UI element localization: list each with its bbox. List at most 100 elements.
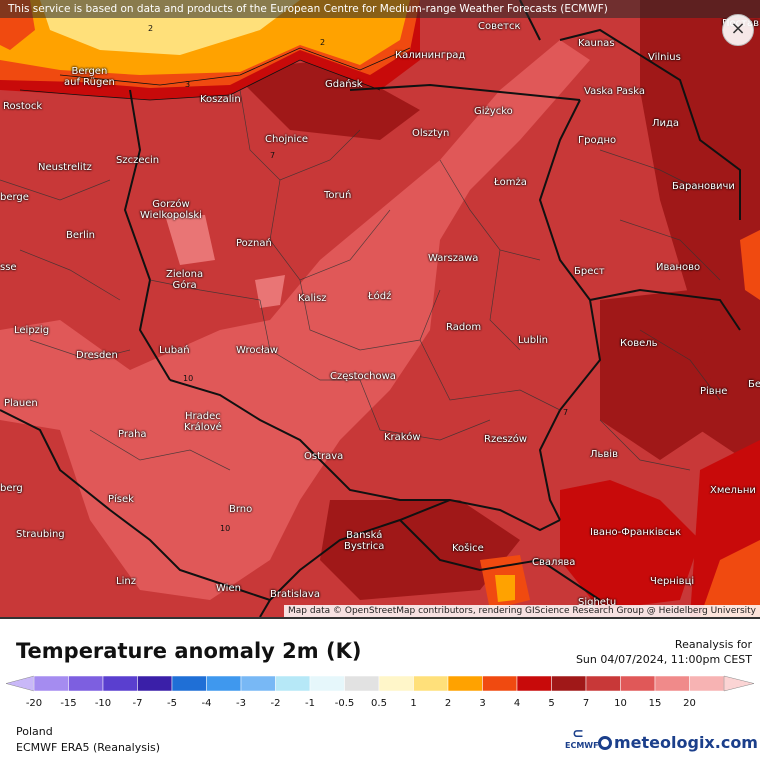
city-label-linz: Linz: [116, 576, 136, 587]
city-label-svalyava: Свалява: [532, 557, 576, 568]
scale-tick-label: -3: [236, 698, 246, 709]
scale-tick-label: -1: [305, 698, 315, 709]
city-label-rostock: Rostock: [3, 101, 43, 112]
city-label-esse: sse: [0, 262, 17, 273]
map-attribution[interactable]: Map data © OpenStreetMap contributors, r…: [284, 605, 760, 617]
city-label-bel: Бел: [748, 379, 760, 390]
city-label-luban: Lubań: [159, 345, 190, 356]
anomaly-band-10-15: [165, 215, 215, 265]
city-label-lviv: Львів: [590, 449, 618, 460]
city-label-neustrelitz: Neustrelitz: [38, 162, 92, 173]
city-label-lida: Лида: [652, 118, 680, 129]
contour-labels: 2 2 3 7 10 10 7: [148, 24, 568, 533]
scale-swatch: [275, 675, 311, 692]
city-label-koszalin: Koszalin: [200, 94, 241, 105]
city-label-czestochowa: Częstochowa: [330, 371, 396, 382]
city-label-ostrava: Ostrava: [304, 451, 344, 462]
isolines: [19, 47, 411, 101]
scale-tick-label: 3: [479, 698, 486, 709]
city-label-lodz: Łódź: [368, 291, 392, 302]
anomaly-band-3-4: [560, 480, 700, 610]
city-label-grodno: Гродно: [578, 135, 617, 146]
run-time: Sun 04/07/2024, 11:00pm CEST: [575, 653, 752, 666]
city-label-kosice: Košice: [452, 543, 484, 554]
city-label-radom: Radom: [446, 322, 482, 333]
city-label-baranovichi: Барановичи: [672, 181, 735, 192]
region-name: Poland: [16, 725, 53, 738]
city-label-gizycko: Giżycko: [474, 106, 513, 117]
city-label-kaliningrad: Калининград: [395, 50, 466, 61]
city-label-wien: Wien: [216, 583, 241, 594]
city-label-rivne: Рівне: [700, 386, 728, 397]
scale-swatch: [654, 675, 690, 692]
scale-swatch: [102, 675, 138, 692]
data-source-note: This service is based on data and produc…: [0, 0, 760, 18]
anomaly-band-5-7: [600, 290, 720, 460]
anomaly-band-5-7: [230, 60, 420, 140]
anomaly-band-10-15: [255, 275, 285, 308]
scale-tick-label: -2: [270, 698, 281, 709]
scale-tick-label: -10: [94, 698, 112, 709]
city-label-gorzow: Gorzów Wielkopolski: [140, 199, 202, 221]
scale-swatch: [447, 675, 483, 692]
city-label-gdansk: Gdańsk: [325, 79, 363, 90]
close-button[interactable]: ×: [722, 14, 754, 46]
scale-swatch: [344, 675, 380, 692]
anomaly-band-2-3: [700, 540, 760, 617]
city-label-lomza: Łomża: [494, 177, 527, 188]
city-label-poznan: Poznań: [236, 238, 272, 249]
city-label-ivanovo: Иваново: [656, 262, 701, 273]
scale-tick-label: 4: [513, 698, 521, 709]
scale-tick-label: -7: [132, 698, 143, 709]
anomaly-band-10-15: [0, 40, 590, 600]
city-label-olsztyn: Olsztyn: [412, 128, 450, 139]
city-label-pisek: Písek: [108, 494, 134, 505]
scale-arrow-high: [723, 675, 755, 692]
meteologix-logo[interactable]: meteologix.com: [598, 733, 758, 752]
scale-swatch: [171, 675, 207, 692]
page-title: Temperature anomaly 2m (K): [16, 639, 362, 663]
city-label-berlin: Berlin: [66, 230, 96, 241]
city-label-brest: Брест: [574, 266, 605, 277]
scale-swatch: [551, 675, 587, 692]
scale-tick-label: 10: [614, 698, 627, 709]
scale-tick-label: -15: [60, 698, 77, 709]
map-view[interactable]: 2 2 3 7 10 10 7 Калининград Советск Kaunas…: [0, 0, 760, 617]
scale-swatch: [620, 675, 656, 692]
city-label-banskabystrica: Banská Bystrica: [344, 530, 385, 552]
city-label-straubing: Straubing: [16, 529, 65, 540]
city-label-brno: Brno: [229, 504, 253, 515]
scale-tick-label: 2: [444, 698, 452, 709]
scale-swatch: [309, 675, 345, 692]
contour-label-3: 3: [185, 80, 190, 89]
scale-tick-label: 5: [548, 698, 555, 709]
scale-tick-label: -5: [167, 698, 177, 709]
scale-swatch: [516, 675, 552, 692]
scale-tick-label: -0.5: [334, 698, 355, 709]
scale-swatch: [137, 675, 173, 692]
city-label-bratislava: Bratislava: [270, 589, 320, 600]
contour-label-7: 7: [270, 151, 275, 160]
city-label-hradec: Hradec Králové: [184, 411, 222, 433]
scale-swatch: [482, 675, 518, 692]
scale-arrow-low: [5, 675, 35, 692]
scale-swatch: [413, 675, 449, 692]
city-label-kaunas: Kaunas: [578, 38, 615, 49]
city-label-bergen: Bergen auf Rügen: [64, 66, 115, 88]
scale-ticks: -20 -15 -10 -7 -5 -4 -3 -2 -1 -0.5 0.5 1 2 3 4 5 7 10 15 20: [0, 698, 760, 712]
contour-label-10: 10: [183, 374, 193, 383]
scale-swatch: [206, 675, 242, 692]
ecmwf-logo[interactable]: ⊂ ECMWF: [565, 726, 599, 757]
city-label-leipzig: Leipzig: [14, 325, 50, 336]
contour-label-7: 7: [563, 408, 568, 417]
city-label-torun: Toruń: [324, 190, 352, 201]
scale-swatch: [240, 675, 276, 692]
contour-label-10: 10: [220, 524, 230, 533]
scale-swatch: [585, 675, 621, 692]
anomaly-band-5-7: [320, 500, 520, 600]
anomaly-field: 2 2 3 7 10 10 7: [0, 0, 760, 617]
contour-label-2: 2: [148, 24, 153, 33]
legend-panel: Temperature anomaly 2m (K) Reanalysis fo…: [0, 617, 760, 762]
city-label-vilnius: Vilnius: [648, 52, 681, 63]
ecmwf-icon: ⊂: [572, 726, 584, 742]
